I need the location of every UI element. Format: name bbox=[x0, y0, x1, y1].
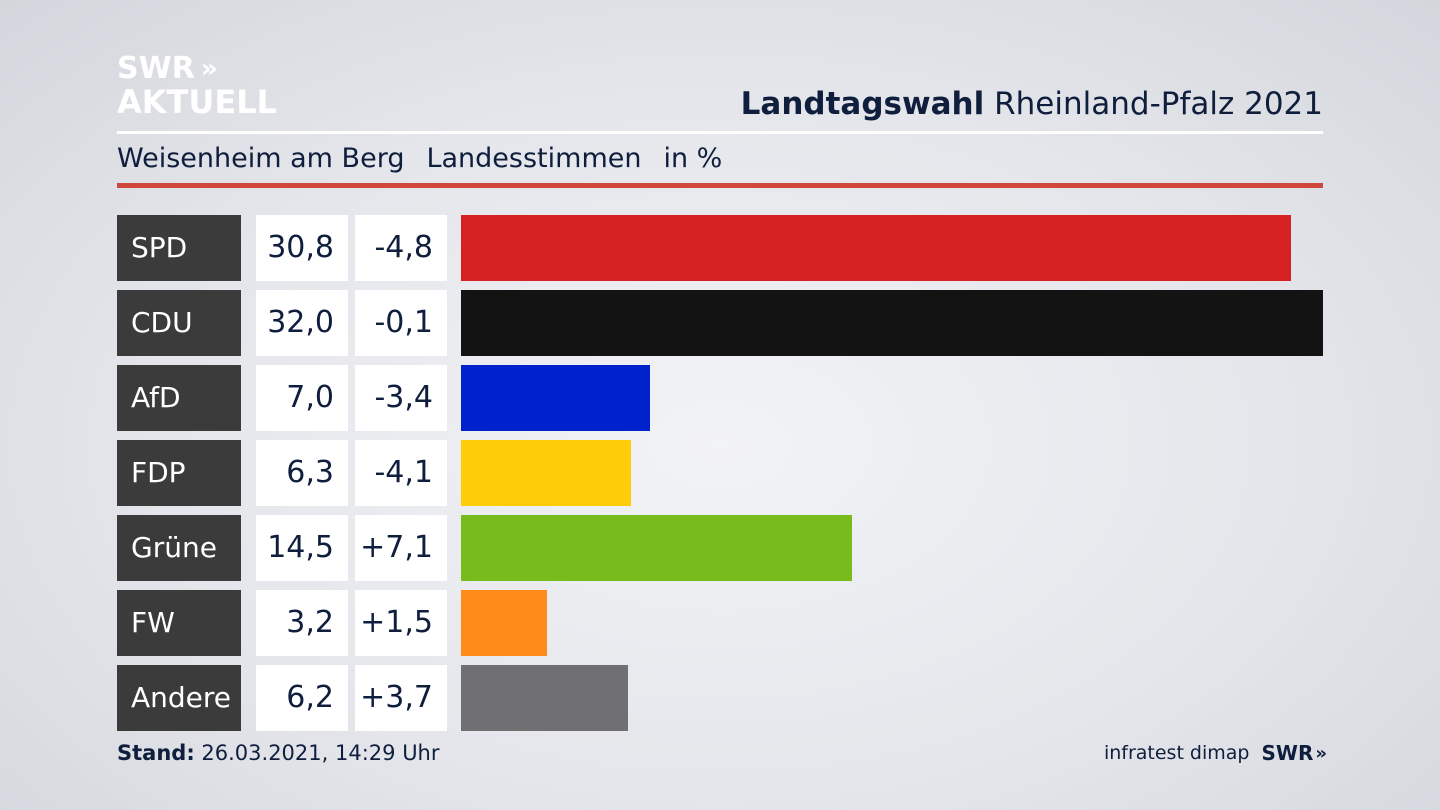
party-label: AfD bbox=[117, 365, 241, 431]
source-credit: infratest dimap SWR» bbox=[1103, 741, 1327, 765]
change-label: -3,4 bbox=[355, 365, 447, 431]
result-row: Andere 6,2 +3,7 bbox=[117, 665, 1323, 731]
result-row: Grüne 14,5 +7,1 bbox=[117, 515, 1323, 581]
title-bold: Landtagswahl bbox=[740, 86, 985, 122]
logo-chevron-icon: » bbox=[200, 54, 218, 84]
logo-swr-text: SWR bbox=[117, 51, 195, 86]
vote-share-bar bbox=[461, 215, 1291, 281]
change-label: -0,1 bbox=[355, 290, 447, 356]
chart-subtitle: Weisenheim am Berg Landesstimmen in % bbox=[117, 143, 744, 174]
logo-aktuell-text: AKTUELL bbox=[117, 83, 278, 121]
brand-chevron-icon: » bbox=[1315, 742, 1326, 764]
change-label: -4,8 bbox=[355, 215, 447, 281]
subtitle-unit: in % bbox=[663, 143, 723, 174]
stand-label: Stand: bbox=[117, 741, 195, 765]
stand-value: 26.03.2021, 14:29 Uhr bbox=[201, 741, 440, 765]
vote-share-bar bbox=[461, 440, 631, 506]
change-label: +1,5 bbox=[355, 590, 447, 656]
title-rest: Rheinland-Pfalz 2021 bbox=[994, 86, 1323, 122]
chart-title: Landtagswahl Rheinland-Pfalz 2021 bbox=[741, 86, 1323, 122]
change-label: +3,7 bbox=[355, 665, 447, 731]
party-label: FDP bbox=[117, 440, 241, 506]
party-label: CDU bbox=[117, 290, 241, 356]
subtitle-vote-type: Landesstimmen bbox=[426, 143, 642, 174]
swr-aktuell-logo: SWR» AKTUELL bbox=[117, 51, 278, 121]
party-label: Grüne bbox=[117, 515, 241, 581]
vote-share-bar bbox=[461, 365, 650, 431]
result-row: CDU 32,0 -0,1 bbox=[117, 290, 1323, 356]
subtitle-divider bbox=[117, 183, 1323, 188]
vote-share-label: 6,3 bbox=[256, 440, 348, 506]
party-label: Andere bbox=[117, 665, 241, 731]
vote-share-label: 30,8 bbox=[256, 215, 348, 281]
party-label: SPD bbox=[117, 215, 241, 281]
change-label: -4,1 bbox=[355, 440, 447, 506]
subtitle-place: Weisenheim am Berg bbox=[117, 143, 405, 174]
vote-share-bar bbox=[461, 515, 852, 581]
timestamp: Stand: 26.03.2021, 14:29 Uhr bbox=[117, 741, 440, 765]
vote-share-label: 6,2 bbox=[256, 665, 348, 731]
header-divider bbox=[117, 131, 1323, 134]
vote-share-label: 14,5 bbox=[256, 515, 348, 581]
vote-share-label: 7,0 bbox=[256, 365, 348, 431]
change-label: +7,1 bbox=[355, 515, 447, 581]
results-table: SPD 30,8 -4,8 CDU 32,0 -0,1 AfD 7,0 -3,4 FDP 6,3 -4… bbox=[117, 215, 1323, 740]
vote-share-label: 3,2 bbox=[256, 590, 348, 656]
swr-brand: SWR bbox=[1261, 741, 1314, 765]
source-text: infratest dimap bbox=[1103, 742, 1250, 764]
vote-share-bar bbox=[461, 665, 628, 731]
result-row: FW 3,2 +1,5 bbox=[117, 590, 1323, 656]
vote-share-label: 32,0 bbox=[256, 290, 348, 356]
result-row: FDP 6,3 -4,1 bbox=[117, 440, 1323, 506]
vote-share-bar bbox=[461, 590, 547, 656]
result-row: SPD 30,8 -4,8 bbox=[117, 215, 1323, 281]
vote-share-bar bbox=[461, 290, 1323, 356]
party-label: FW bbox=[117, 590, 241, 656]
result-row: AfD 7,0 -3,4 bbox=[117, 365, 1323, 431]
